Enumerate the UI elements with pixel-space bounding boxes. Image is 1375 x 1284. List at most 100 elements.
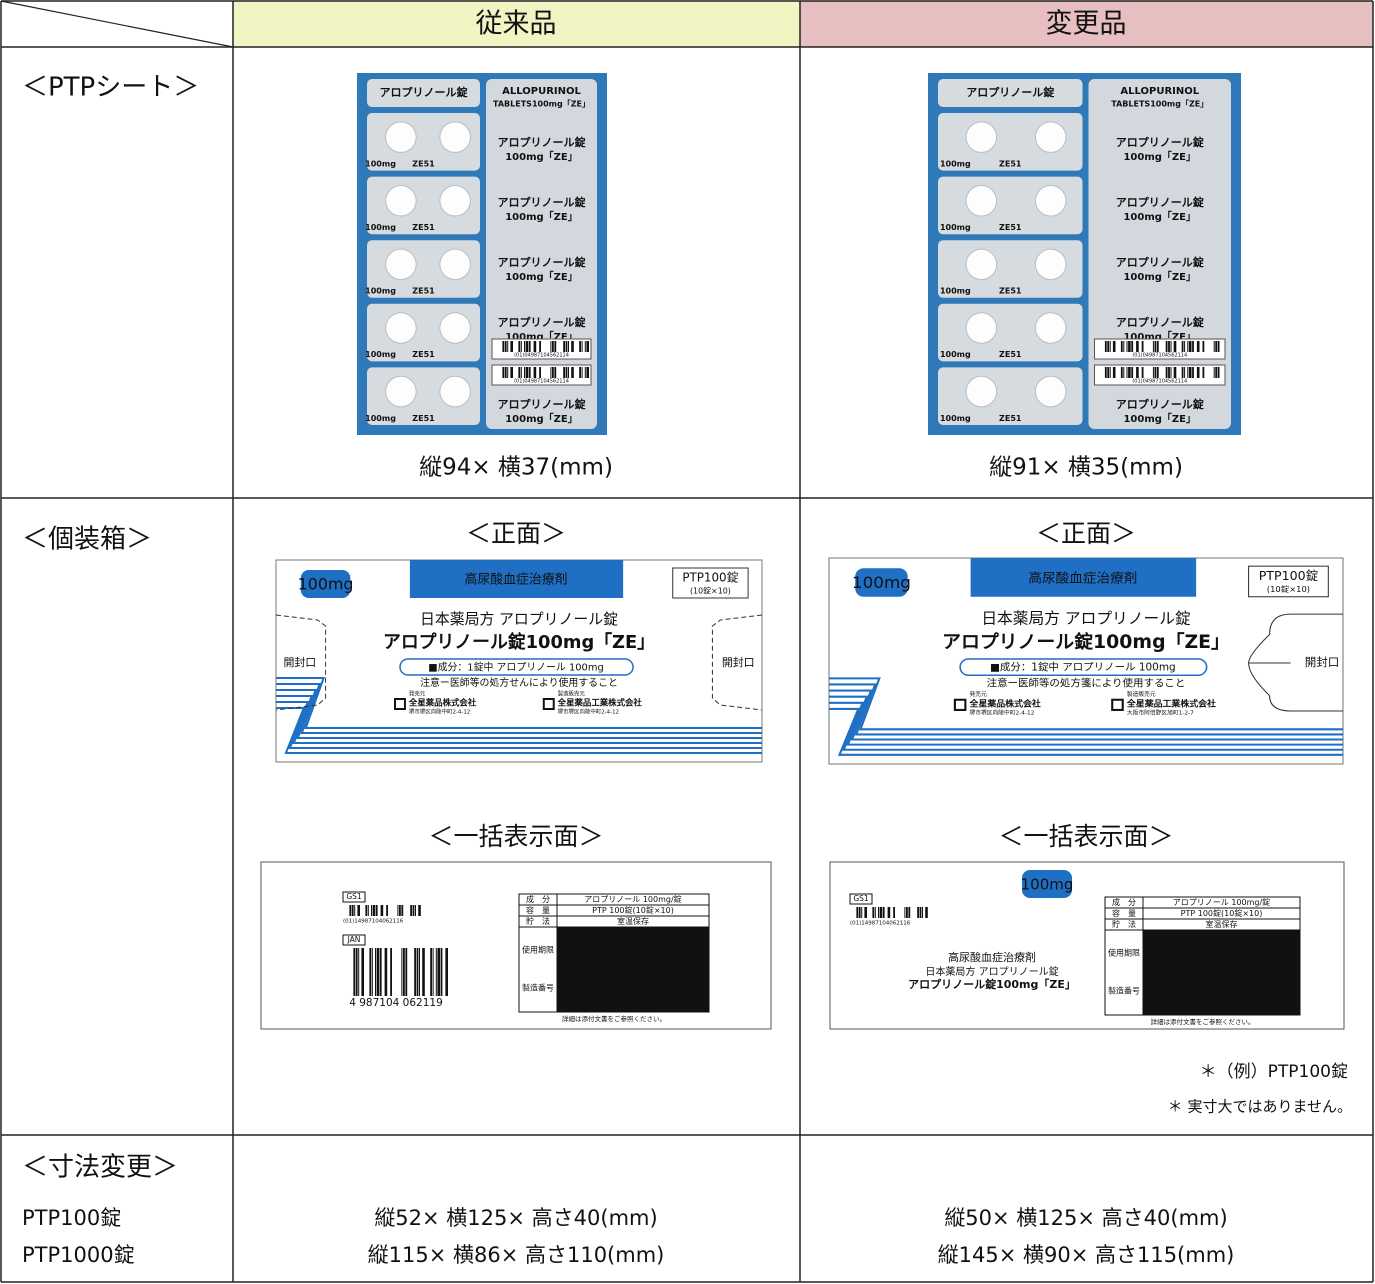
spec-value: 室温保存 [1206,919,1238,929]
barcode-bar [379,948,382,996]
flap [1248,613,1344,712]
barcode-bar [1141,341,1144,352]
sheet-text: (01)04987104562114 [514,379,569,385]
flap [711,614,763,711]
spec-label: 容 量 [1112,908,1136,918]
company-role: 発売元 [409,689,426,697]
barcode-bar [533,367,537,378]
barcode-bar [539,341,541,352]
barcode-bar [1136,367,1139,378]
barcode-bar [1128,367,1131,378]
sheet-text: ZE51 [999,350,1022,359]
sheet-text: 100mg「ZE」 [505,270,578,283]
barcode-bar [550,341,552,352]
tablet [439,185,471,217]
pack-name: PTP1000錠 [22,1243,135,1267]
barcode-bar [568,367,569,378]
sheet-text: ALLOPURINOL [1120,86,1199,97]
sheet-text: ZE51 [999,159,1022,168]
barcode-bar [1126,341,1128,352]
stripe [829,683,1344,736]
barcode-bar [1156,367,1159,378]
gs1-number: (01)14987104062116 [850,921,911,927]
sheet-size: 縦91× 横35(mm) [989,455,1183,481]
barcode-bar [435,948,437,996]
open-label: 開封口 [1305,655,1340,669]
sheet-text: ZE51 [999,414,1022,423]
barcode-bar [355,948,358,996]
print-area [557,927,709,1012]
barcode-bar [353,948,356,996]
barcode-bar [1128,341,1131,352]
print-area [1143,930,1300,1015]
barcode-bar [418,905,421,916]
tablet [965,248,998,281]
size-new: 縦145× 横90× 高さ115(mm) [938,1243,1235,1267]
stripe [829,689,1344,741]
tablet [965,185,998,217]
barcode-bar [445,948,448,996]
brand: アロプリノール錠100mg「ZE」 [942,631,1230,653]
barcode-bar [351,905,354,916]
barcode-bar [1213,341,1215,352]
company-role: 発売元 [970,690,988,698]
barcode-bar [568,341,569,352]
barcode-bar [1184,341,1186,352]
sheet-text: ZE51 [412,350,435,359]
spec-value: PTP 100錠(10錠×10) [592,905,674,915]
barcode-bar [1173,341,1177,352]
barcode-bar [414,948,416,996]
company-logo [1111,698,1124,711]
barcode-bar [584,341,586,352]
pack-box [672,567,749,599]
barcode-bar [349,905,352,916]
barcode-bar [520,341,522,352]
spec-value: アロプリノール 100mg/錠 [1173,897,1270,907]
barcode-bar [1112,367,1116,378]
barcode-bar [1131,367,1134,378]
jp-name: 日本薬局方 アロプリノール錠 [981,610,1190,628]
sheet-text: 100mg「ZE」 [1123,270,1196,283]
barcode-bar [390,948,392,996]
barcode-bar [525,367,529,378]
barcode-bar [399,905,401,916]
barcode-bar [367,905,369,916]
barcode-bar [563,367,565,378]
barcode-bar [358,948,360,996]
barcode-bar [864,907,867,918]
category: 高尿酸血症治療剤 [1028,570,1137,587]
blister-cell [938,79,1083,107]
brand: アロプリノール錠100mg「ZE」 [908,977,1076,991]
sheet-text: 100mg「ZE」 [505,412,578,425]
sheet-text: TABLETS100mg「ZE」 [1111,99,1208,109]
stripe [276,695,763,744]
size-new: 縦50× 横125× 高さ40(mm) [944,1206,1227,1230]
spec-label: 製造番号 [522,983,554,993]
barcode-bar [1202,367,1205,378]
barcode-bar [1120,341,1123,352]
sheet-text: 100mg [940,159,971,168]
barcode-bar [1217,367,1220,378]
barcode-bar [440,948,443,996]
barcode-bar [565,341,568,352]
barcode-bar [878,907,879,918]
tablet [439,248,471,281]
barcode-bar [571,341,574,352]
barcode-bar [1213,367,1215,378]
stripe [829,701,1344,751]
barcode-bar [507,367,509,378]
spec-label: 使用期限 [522,945,554,955]
barcode-bar [397,905,399,916]
tablet [965,375,998,408]
barcode-bar [858,907,861,918]
barcode-bar [437,948,440,996]
jan-label: JAN [347,935,361,944]
tablet [965,121,998,153]
barcode-bar [528,367,531,378]
sheet-text: 100mg [940,223,971,232]
note: ＊ 実寸大ではありません。 [1168,1098,1352,1116]
bulk-panel: GS1 (01)14987104062116 JAN 4 987104 062119 成… [260,861,772,1030]
spec-label: 使用期限 [1108,948,1140,958]
barcode-bar [403,948,405,996]
company-address: 堺市堺区向陵中町2-4-12 [970,709,1035,717]
